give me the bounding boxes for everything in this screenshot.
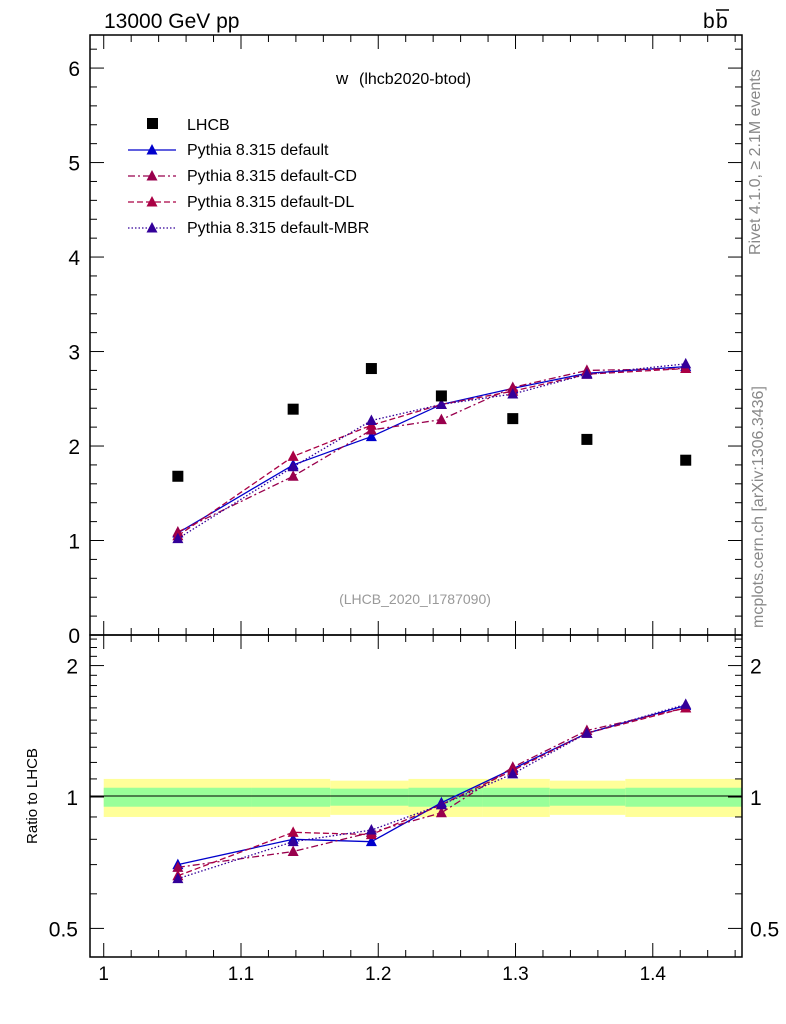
lhcb-data-point <box>287 403 299 415</box>
legend-marker-pythia-8-315-default-mbr <box>146 222 158 233</box>
main-marker-pythia-8-315-default-mbr <box>581 368 593 379</box>
ratio-ytick-label-right: 0.5 <box>750 918 779 941</box>
main-marker-pythia-8-315-default-mbr <box>507 388 519 399</box>
legend-marker-pythia-8-315-default <box>146 144 158 155</box>
ratio-marker-pythia-8-315-default-mbr <box>172 872 184 884</box>
main-marker-pythia-8-315-default-cd <box>287 470 299 481</box>
ratio-marker-pythia-8-315-default-dl <box>287 826 299 837</box>
ratio-error-bands <box>103 778 742 817</box>
main-ytick-label: 0 <box>68 625 80 648</box>
main-marker-pythia-8-315-default-mbr <box>680 357 692 369</box>
main-marker-pythia-8-315-default-mbr <box>435 398 447 409</box>
legend-marker-lhcb <box>147 118 158 129</box>
ratio-ytick-label-left: 0.5 <box>49 918 78 941</box>
ratio-marker-pythia-8-315-default-mbr <box>507 767 519 779</box>
ratio-ytick-label-right: 1 <box>750 787 762 810</box>
xtick-label: 1.3 <box>502 964 528 985</box>
main-ytick-label: 2 <box>68 436 80 459</box>
ratio-band-inner <box>482 787 550 807</box>
main-marker-pythia-8-315-default-mbr <box>365 414 377 426</box>
process-bbar: b <box>716 10 728 33</box>
xtick-label: 1.2 <box>365 964 391 985</box>
ratio-band-inner <box>330 788 409 806</box>
process-label: b b <box>703 9 729 33</box>
main-series-layer <box>172 357 692 544</box>
analysis-label: (LHCB_2020_I1787090) <box>339 591 491 607</box>
ratio-y-axis-label: Ratio to LHCB <box>24 748 41 844</box>
main-line-pythia-8-315-default <box>177 366 686 534</box>
mcplots-label: mcplots.cern.ch [arXiv:1306.3436] <box>750 386 767 628</box>
plot-title-main: w <box>335 69 349 88</box>
xtick-label: 1 <box>98 964 109 985</box>
legend-label-pythia-8-315-default-dl: Pythia 8.315 default-DL <box>187 194 354 211</box>
main-line-pythia-8-315-default-dl <box>177 367 686 537</box>
legend-marker-pythia-8-315-default-dl <box>146 196 158 207</box>
legend-label-pythia-8-315-default: Pythia 8.315 default <box>187 142 329 159</box>
ratio-marker-pythia-8-315-default-mbr <box>287 835 299 847</box>
ratio-ytick-label-left: 1 <box>66 787 78 810</box>
legend-label-pythia-8-315-default-mbr: Pythia 8.315 default-MBR <box>187 220 369 237</box>
x-tick-labels: 1 1.1 1.2 1.3 1.4 <box>98 964 666 985</box>
lhcb-data-point <box>365 363 377 375</box>
ratio-axis-ticks <box>90 635 742 957</box>
main-marker-pythia-8-315-default-mbr <box>172 532 184 544</box>
rivet-label: Rivet 4.1.0, ≥ 2.1M events <box>747 69 764 255</box>
ratio-ytick-label-right: 2 <box>750 656 762 679</box>
main-marker-pythia-8-315-default <box>365 430 377 442</box>
ratio-marker-pythia-8-315-default-cd <box>172 861 184 872</box>
ratio-marker-pythia-8-315-default-mbr <box>581 727 593 738</box>
main-y-tick-labels: 0 1 2 3 4 5 6 <box>68 58 80 648</box>
lhcb-data-point <box>581 433 593 445</box>
ratio-marker-pythia-8-315-default-cd <box>287 845 299 857</box>
legend: LHCB Pythia 8.315 default Pythia 8.315 de… <box>128 117 369 237</box>
xtick-label: 1.1 <box>228 964 254 985</box>
main-marker-pythia-8-315-default-cd <box>435 413 447 425</box>
ratio-series-layer <box>172 698 692 884</box>
ratio-marker-pythia-8-315-default <box>365 835 377 847</box>
main-axis-ticks <box>90 35 742 636</box>
ratio-band-inner <box>549 788 626 806</box>
main-ytick-label: 5 <box>68 153 80 176</box>
lhcb-data-point <box>507 413 519 425</box>
ratio-frame <box>89 634 743 958</box>
legend-marker-pythia-8-315-default-cd <box>146 170 158 181</box>
main-data-points <box>172 363 692 482</box>
xtick-label: 1.4 <box>640 964 667 985</box>
ratio-y-tick-labels: 0.5 0.5 1 1 2 2 <box>49 656 779 942</box>
main-line-pythia-8-315-default-mbr <box>177 363 686 540</box>
process-b: b <box>703 10 715 33</box>
main-marker-pythia-8-315-default-mbr <box>287 460 299 472</box>
plot-title-sub: (lhcb2020-btod) <box>359 71 471 88</box>
main-line-pythia-8-315-default-cd <box>177 367 686 533</box>
lhcb-data-point <box>435 390 447 402</box>
energy-label: 13000 GeV pp <box>104 10 239 33</box>
main-ytick-label: 3 <box>68 342 80 365</box>
ratio-marker-pythia-8-315-default-mbr <box>435 798 447 810</box>
ratio-marker-pythia-8-315-default-mbr <box>365 824 377 835</box>
main-marker-pythia-8-315-default-dl <box>287 450 299 461</box>
lhcb-data-point <box>680 454 692 466</box>
ratio-marker-pythia-8-315-default-mbr <box>680 698 692 709</box>
ratio-band-inner <box>625 787 742 807</box>
ratio-ytick-label-left: 2 <box>66 656 78 679</box>
legend-label-lhcb: LHCB <box>187 117 230 134</box>
ratio-band-inner <box>251 787 331 807</box>
lhcb-data-point <box>172 470 184 482</box>
ratio-panel: 0.5 0.5 1 1 2 2 1 1.1 1.2 1.3 1.4 Ratio to LHCB <box>24 634 779 985</box>
main-ytick-label: 4 <box>68 247 80 270</box>
main-ytick-label: 1 <box>68 531 80 554</box>
main-panel: 0 1 2 3 4 5 6 w (lhcb2020-btod) (LHCB_2020_I17… <box>68 34 743 648</box>
legend-label-pythia-8-315-default-cd: Pythia 8.315 default-CD <box>187 168 357 185</box>
ratio-marker-pythia-8-315-default-cd <box>435 806 447 818</box>
ratio-band-inner <box>103 787 252 807</box>
main-ytick-label: 6 <box>68 58 80 81</box>
